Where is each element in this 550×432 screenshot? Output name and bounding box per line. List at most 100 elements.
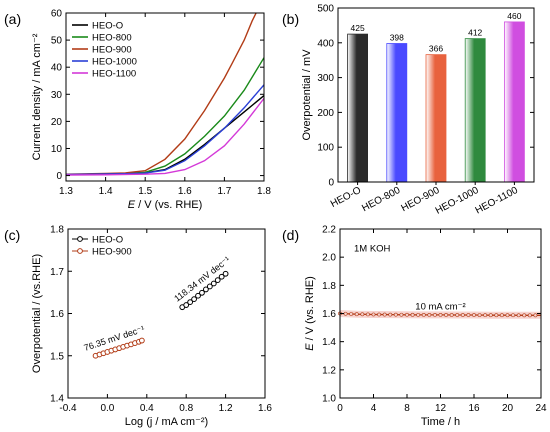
panel-d-xtick-label: 20 xyxy=(502,403,514,414)
panel-d-xtick-label: 12 xyxy=(435,403,447,414)
panel-c-ytick-label: 1.8 xyxy=(50,225,64,236)
panel-c-xlabel: Log (j / mA cm⁻²) xyxy=(125,416,208,428)
panel-d-point xyxy=(466,313,471,317)
panel-c-legend-label: HEO-O xyxy=(92,235,123,246)
panel-d-point xyxy=(410,312,415,317)
panel-d-point xyxy=(416,312,421,317)
panel-c-xtick-label: -0.4 xyxy=(59,403,77,414)
panel-b-category-label: HEO-1000 xyxy=(434,185,481,217)
panel-b-value-label: 412 xyxy=(468,28,482,38)
panel-d-point xyxy=(349,312,354,316)
panel-c-point-heo-o xyxy=(218,273,225,280)
panel-d-xtick-label: 16 xyxy=(468,403,480,414)
panel-d-point xyxy=(494,313,499,318)
panel-c-point-heo-o xyxy=(210,280,217,287)
panel-c-point-heo-o xyxy=(195,292,201,299)
panel-d-xtick-label: 0 xyxy=(337,403,343,414)
panel-b-bar-heo-900 xyxy=(425,54,447,183)
panel-d-point xyxy=(444,313,448,317)
panel-c-legend-label: HEO-900 xyxy=(92,247,132,258)
panel-b-plot: 425HEO-O398HEO-800366HEO-900412HEO-10004… xyxy=(301,4,535,217)
panel-b-value-label: 425 xyxy=(351,23,365,33)
panel-c-xtick-label: 1.2 xyxy=(219,403,233,414)
panel-d-point xyxy=(527,313,532,318)
panel-d-point xyxy=(455,313,460,317)
panel-b-bar-heo-1000 xyxy=(464,38,486,183)
panel-b-bar-chart: (b) 425HEO-O398HEO-800366HEO-900412HEO-1… xyxy=(282,4,535,217)
panel-c-label: (c) xyxy=(4,227,20,243)
panel-d-point xyxy=(472,313,476,317)
panel-d-plot: 0 4 8 12 16 20 24 1.0 1.2 1.4 1.6 1.8 2.0 2.2 1M KOH 10… xyxy=(304,225,547,429)
panel-c-xtick-label: 0.0 xyxy=(100,403,114,414)
panel-d-point xyxy=(421,313,426,317)
panel-a-plot: 1.3 1.4 1.5 1.6 1.7 1.80102030405060HEO-OHEO-… xyxy=(31,9,271,212)
panel-d-point xyxy=(427,313,432,317)
panel-d-point xyxy=(354,312,359,317)
panel-b-value-label: 460 xyxy=(507,11,521,21)
panel-a-axes-frame xyxy=(65,12,265,182)
panel-a-xlabel: E / V (vs. RHE) xyxy=(128,199,203,211)
panel-d-point xyxy=(511,313,515,318)
panel-d-point xyxy=(488,313,493,318)
panel-b-category-label: HEO-1100 xyxy=(474,185,521,217)
panel-d-point xyxy=(438,313,443,317)
panel-c-point-heo-o xyxy=(199,289,205,296)
panel-d-point xyxy=(360,312,365,317)
panel-b-ytick-label: 500 xyxy=(317,4,334,15)
panel-c-ytick-label: 1.5 xyxy=(50,351,64,362)
panel-a-ytick-label: 30 xyxy=(51,90,63,101)
panel-c-xtick-label: 0.8 xyxy=(179,403,193,414)
panel-d-ytick-label: 1.0 xyxy=(322,394,336,405)
panel-c-ytick-label: 1.6 xyxy=(50,309,64,320)
panel-b-label: (b) xyxy=(282,11,299,27)
panel-a-line-chart: (a) 1.3 1.4 1.5 1.6 1.7 1.8 0 10 20 30 40 50 60 HEO-O… xyxy=(4,9,271,212)
panel-b-ylabel: Overpotential / mV xyxy=(301,49,313,141)
panel-a-legend-label: HEO-O xyxy=(92,21,123,32)
panel-d-xtick-label: 8 xyxy=(404,403,410,414)
panel-b-category-label: HEO-O xyxy=(329,185,363,210)
panel-a-xlabel-var: E xyxy=(128,199,136,211)
panel-c-legend-marker xyxy=(77,248,83,254)
panel-b-value-label: 398 xyxy=(390,32,404,42)
panel-d-electrolyte-label: 1M KOH xyxy=(354,244,391,255)
panel-c-xtick-label: 1.6 xyxy=(258,403,272,414)
panel-a-xtick-label: 1.5 xyxy=(138,186,152,197)
panel-d-point xyxy=(405,312,409,317)
panel-d-ytick-label: 1.6 xyxy=(322,309,336,320)
panel-a-series-line-heo-1000 xyxy=(66,84,264,176)
panel-d-point xyxy=(377,312,381,317)
panel-a-xtick-label: 1.3 xyxy=(59,186,73,197)
panel-c-point-heo-o xyxy=(222,270,229,277)
panel-a-legend-label: HEO-1000 xyxy=(92,57,137,68)
panel-d-ytick-label: 1.8 xyxy=(322,281,336,292)
panel-c-point-heo-o xyxy=(191,296,197,303)
panel-a-xtick-label: 1.7 xyxy=(217,186,231,197)
panel-c-point-heo-o xyxy=(203,286,209,293)
panel-d-xtick-label: 24 xyxy=(535,403,547,414)
panel-c-point-heo-o xyxy=(214,277,221,284)
panel-a-legend-label: HEO-800 xyxy=(92,33,132,44)
panel-d-ytick-label: 2.0 xyxy=(322,253,336,264)
panel-b-bar-heo-o xyxy=(347,33,369,183)
panel-a-series-line-heo-1100 xyxy=(66,97,264,176)
panel-a-ylabel: Current density / mA cm⁻² xyxy=(31,33,43,160)
panel-a-legend-label: HEO-1100 xyxy=(92,69,136,80)
panel-d-point xyxy=(388,312,393,317)
panel-d-point xyxy=(516,313,521,318)
panel-a-xtick-label: 1.4 xyxy=(99,186,113,197)
panel-d-xlabel: Time / h xyxy=(421,416,460,428)
panel-c-point-heo-o xyxy=(206,283,213,290)
panel-d-point xyxy=(393,312,398,317)
panel-d-point xyxy=(522,313,527,318)
panel-c-plot: -0.4 0.0 0.4 0.8 1.2 1.6 1.4 1.5 1.6 1.7 1.8 HEO-OH… xyxy=(31,225,272,429)
panel-b-ytick-label: 0 xyxy=(328,178,334,189)
panel-a-legend-label: HEO-900 xyxy=(92,45,132,56)
panel-c-xtick-label: 0.4 xyxy=(140,403,154,414)
panel-d-point xyxy=(505,313,510,318)
panel-a-label: (a) xyxy=(4,11,21,27)
panel-c-ylabel: Overpotential / (vs.RHE) xyxy=(31,254,43,373)
panel-d-point xyxy=(483,313,488,318)
panel-d-point xyxy=(366,312,370,317)
panel-a-ytick-label: 0 xyxy=(56,171,62,182)
